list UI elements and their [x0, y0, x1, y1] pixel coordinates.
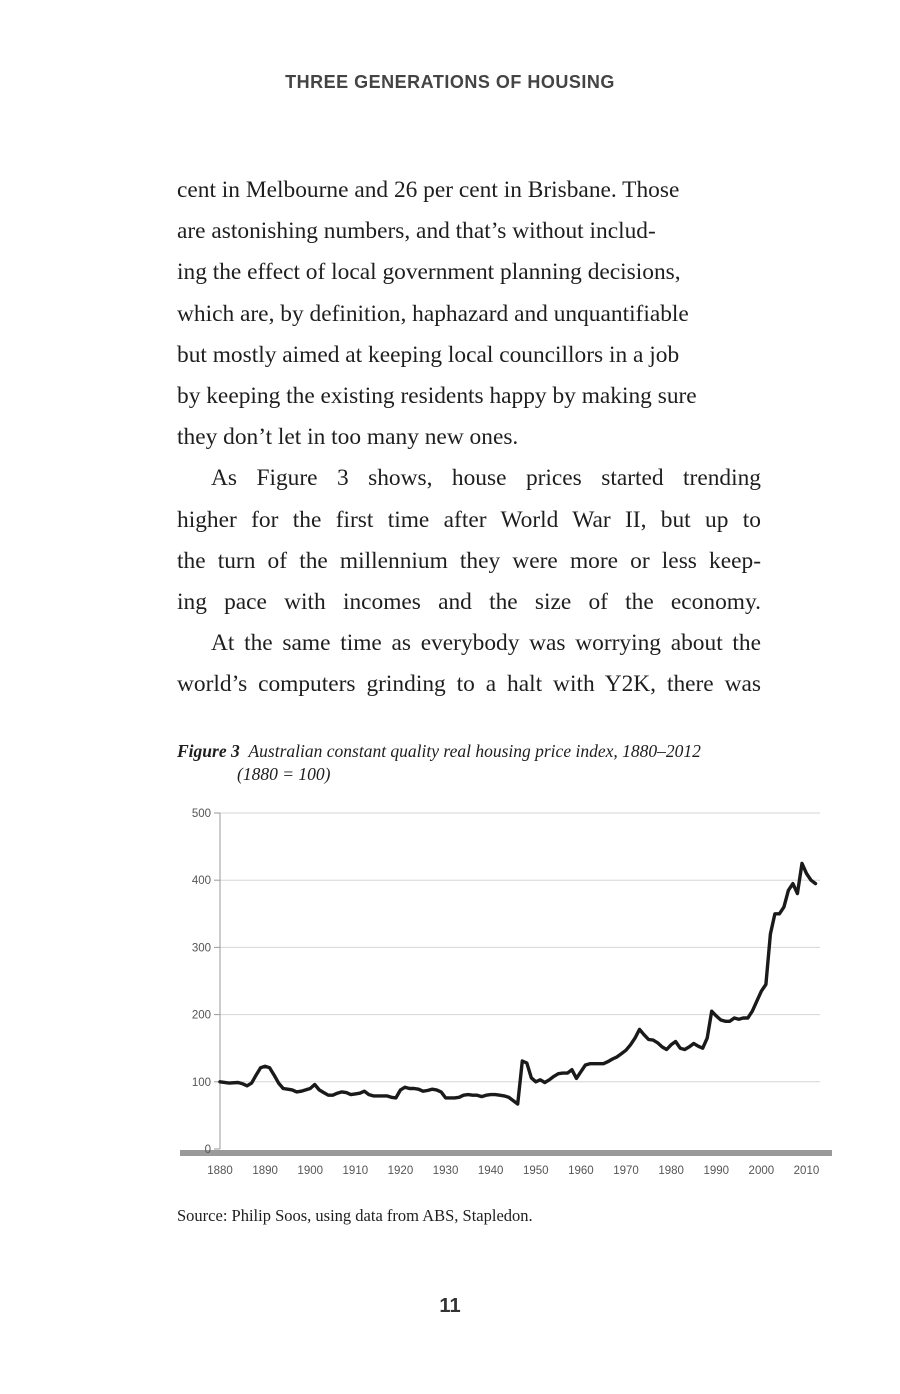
body-text: cent in Melbourne and 26 per cent in Bri… [177, 170, 761, 706]
text-line: they don’t let in too many new ones. [177, 424, 519, 451]
text-line: by keeping the existing residents happy … [177, 383, 697, 410]
x-tick-label: 1880 [207, 1165, 233, 1177]
x-tick-label: 1980 [658, 1165, 684, 1177]
text-line: As Figure 3 shows, house prices started … [211, 465, 761, 492]
x-tick-label: 1990 [703, 1165, 729, 1177]
x-tick-label: 1910 [343, 1165, 369, 1177]
y-tick-label: 100 [192, 1077, 211, 1089]
text-line: cent in Melbourne and 26 per cent in Bri… [177, 177, 680, 203]
paragraph-1: cent in Melbourne and 26 per cent in Bri… [177, 170, 761, 458]
text-line: world’s computers grinding to a halt wit… [177, 671, 761, 698]
caption-line-2: (1880 = 100) [237, 764, 331, 784]
series [218, 861, 818, 1106]
x-tick-label: 1930 [433, 1165, 459, 1177]
x-tick-label: 2000 [749, 1165, 775, 1177]
y-tick-label: 200 [192, 1010, 211, 1022]
x-tick-label: 1920 [388, 1165, 414, 1177]
y-tick-label: 0 [205, 1144, 211, 1156]
paragraph-3: At the same time as everybody was worryi… [177, 623, 761, 705]
gridlines [220, 812, 820, 1083]
paragraph-2: As Figure 3 shows, house prices started … [177, 458, 761, 623]
series-line-0 [218, 861, 818, 1106]
text-line: At the same time as everybody was worryi… [211, 630, 761, 657]
text-line: are astonishing numbers, and that’s with… [177, 218, 656, 245]
x-tick-label: 2010 [794, 1165, 820, 1177]
x-axis-bar [180, 1150, 832, 1156]
figure-caption: Figure 3 Australian constant quality rea… [177, 740, 797, 786]
page-number: 11 [439, 1295, 461, 1317]
text-line: which are, by definition, haphazard and … [177, 300, 689, 327]
y-tick-label: 500 [192, 808, 211, 820]
y-tick-label: 300 [192, 942, 211, 954]
caption-line-1: Figure 3 Australian constant quality rea… [177, 740, 797, 763]
x-tick-label: 1960 [568, 1165, 594, 1177]
x-tick-label: 1970 [613, 1165, 639, 1177]
y-tick-label: 400 [192, 875, 211, 887]
text-line: higher for the first time after World Wa… [177, 506, 761, 533]
text-line: but mostly aimed at keeping local counci… [177, 341, 680, 368]
text-line: ing pace with incomes and the size of th… [177, 589, 761, 616]
x-tick-label: 1950 [523, 1165, 549, 1177]
text-line: the turn of the millennium they were mor… [177, 547, 761, 574]
axes [180, 812, 832, 1156]
text-line: ing the effect of local government plann… [177, 259, 681, 286]
x-tick-labels: 1880 1890 1900 1910 1920 1930 1940 1950 1960 1970… [207, 1165, 819, 1177]
x-tick-label: 1940 [478, 1165, 504, 1177]
running-head: THREE GENERATIONS OF HOUSING [285, 72, 615, 92]
caption-text: Australian constant quality real housing… [248, 741, 701, 761]
x-tick-label: 1900 [297, 1165, 323, 1177]
source-note: Source: Philip Soos, using data from ABS… [177, 1206, 533, 1225]
y-tick-labels: 0 100 200 300 400 500 [192, 808, 211, 1156]
figure-label: Figure 3 [177, 741, 240, 761]
x-tick-label: 1890 [252, 1165, 278, 1177]
